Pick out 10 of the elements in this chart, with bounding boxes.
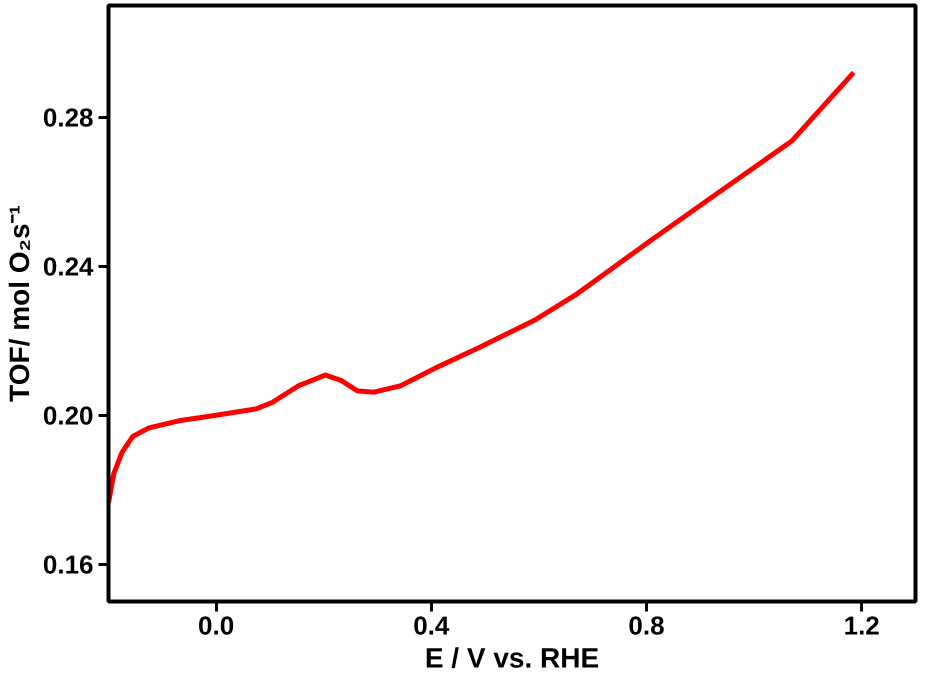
x-tick-label: 0.8 [628, 610, 665, 640]
x-tick-label: 1.2 [844, 610, 880, 640]
y-tick-label: 0.24 [42, 251, 94, 282]
y-tick-label: 0.16 [42, 549, 94, 580]
x-tick-label: 0.0 [198, 610, 234, 640]
y-axis-title: TOF/ mol O₂s⁻¹ [4, 205, 35, 402]
y-tick-label: 0.28 [42, 102, 94, 132]
x-axis-title: E / V vs. RHE [424, 642, 600, 674]
x-tick-label: 0.4 [413, 610, 450, 640]
y-tick-label: 0.20 [42, 400, 94, 430]
